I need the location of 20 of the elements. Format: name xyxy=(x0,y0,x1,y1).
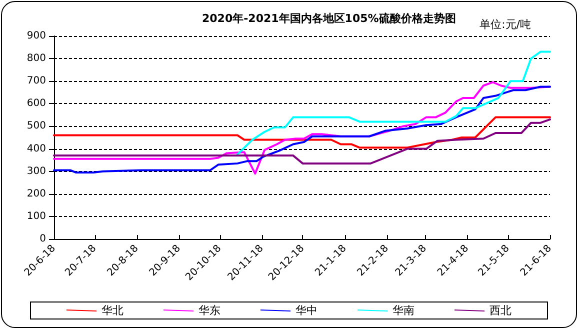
y-tick-label: 900 xyxy=(26,30,46,42)
y-tick-label: 100 xyxy=(26,210,46,222)
y-tick-label: 300 xyxy=(26,166,46,177)
legend-label: 华中 xyxy=(296,304,318,317)
line-series xyxy=(53,118,551,164)
y-tick-label: 400 xyxy=(26,143,46,154)
line-series xyxy=(53,116,551,149)
line-series xyxy=(236,50,551,156)
y-tick-label: 700 xyxy=(26,76,46,87)
legend-label: 西北 xyxy=(490,304,512,317)
chart-subtitle: 单位:元/吨 xyxy=(480,18,532,31)
chart-title: 2020年-2021年国内各地区105%硫酸价格走势图 xyxy=(202,12,456,25)
legend-label: 华东 xyxy=(198,304,220,317)
legend-label: 华北 xyxy=(102,304,124,317)
y-tick-label: 0 xyxy=(40,234,46,244)
y-tick-label: 200 xyxy=(26,188,46,200)
y-tick-label: 500 xyxy=(26,120,46,132)
y-tick-label: 600 xyxy=(26,98,46,110)
y-tick-label: 800 xyxy=(26,53,46,64)
legend-label: 华南 xyxy=(392,304,414,317)
